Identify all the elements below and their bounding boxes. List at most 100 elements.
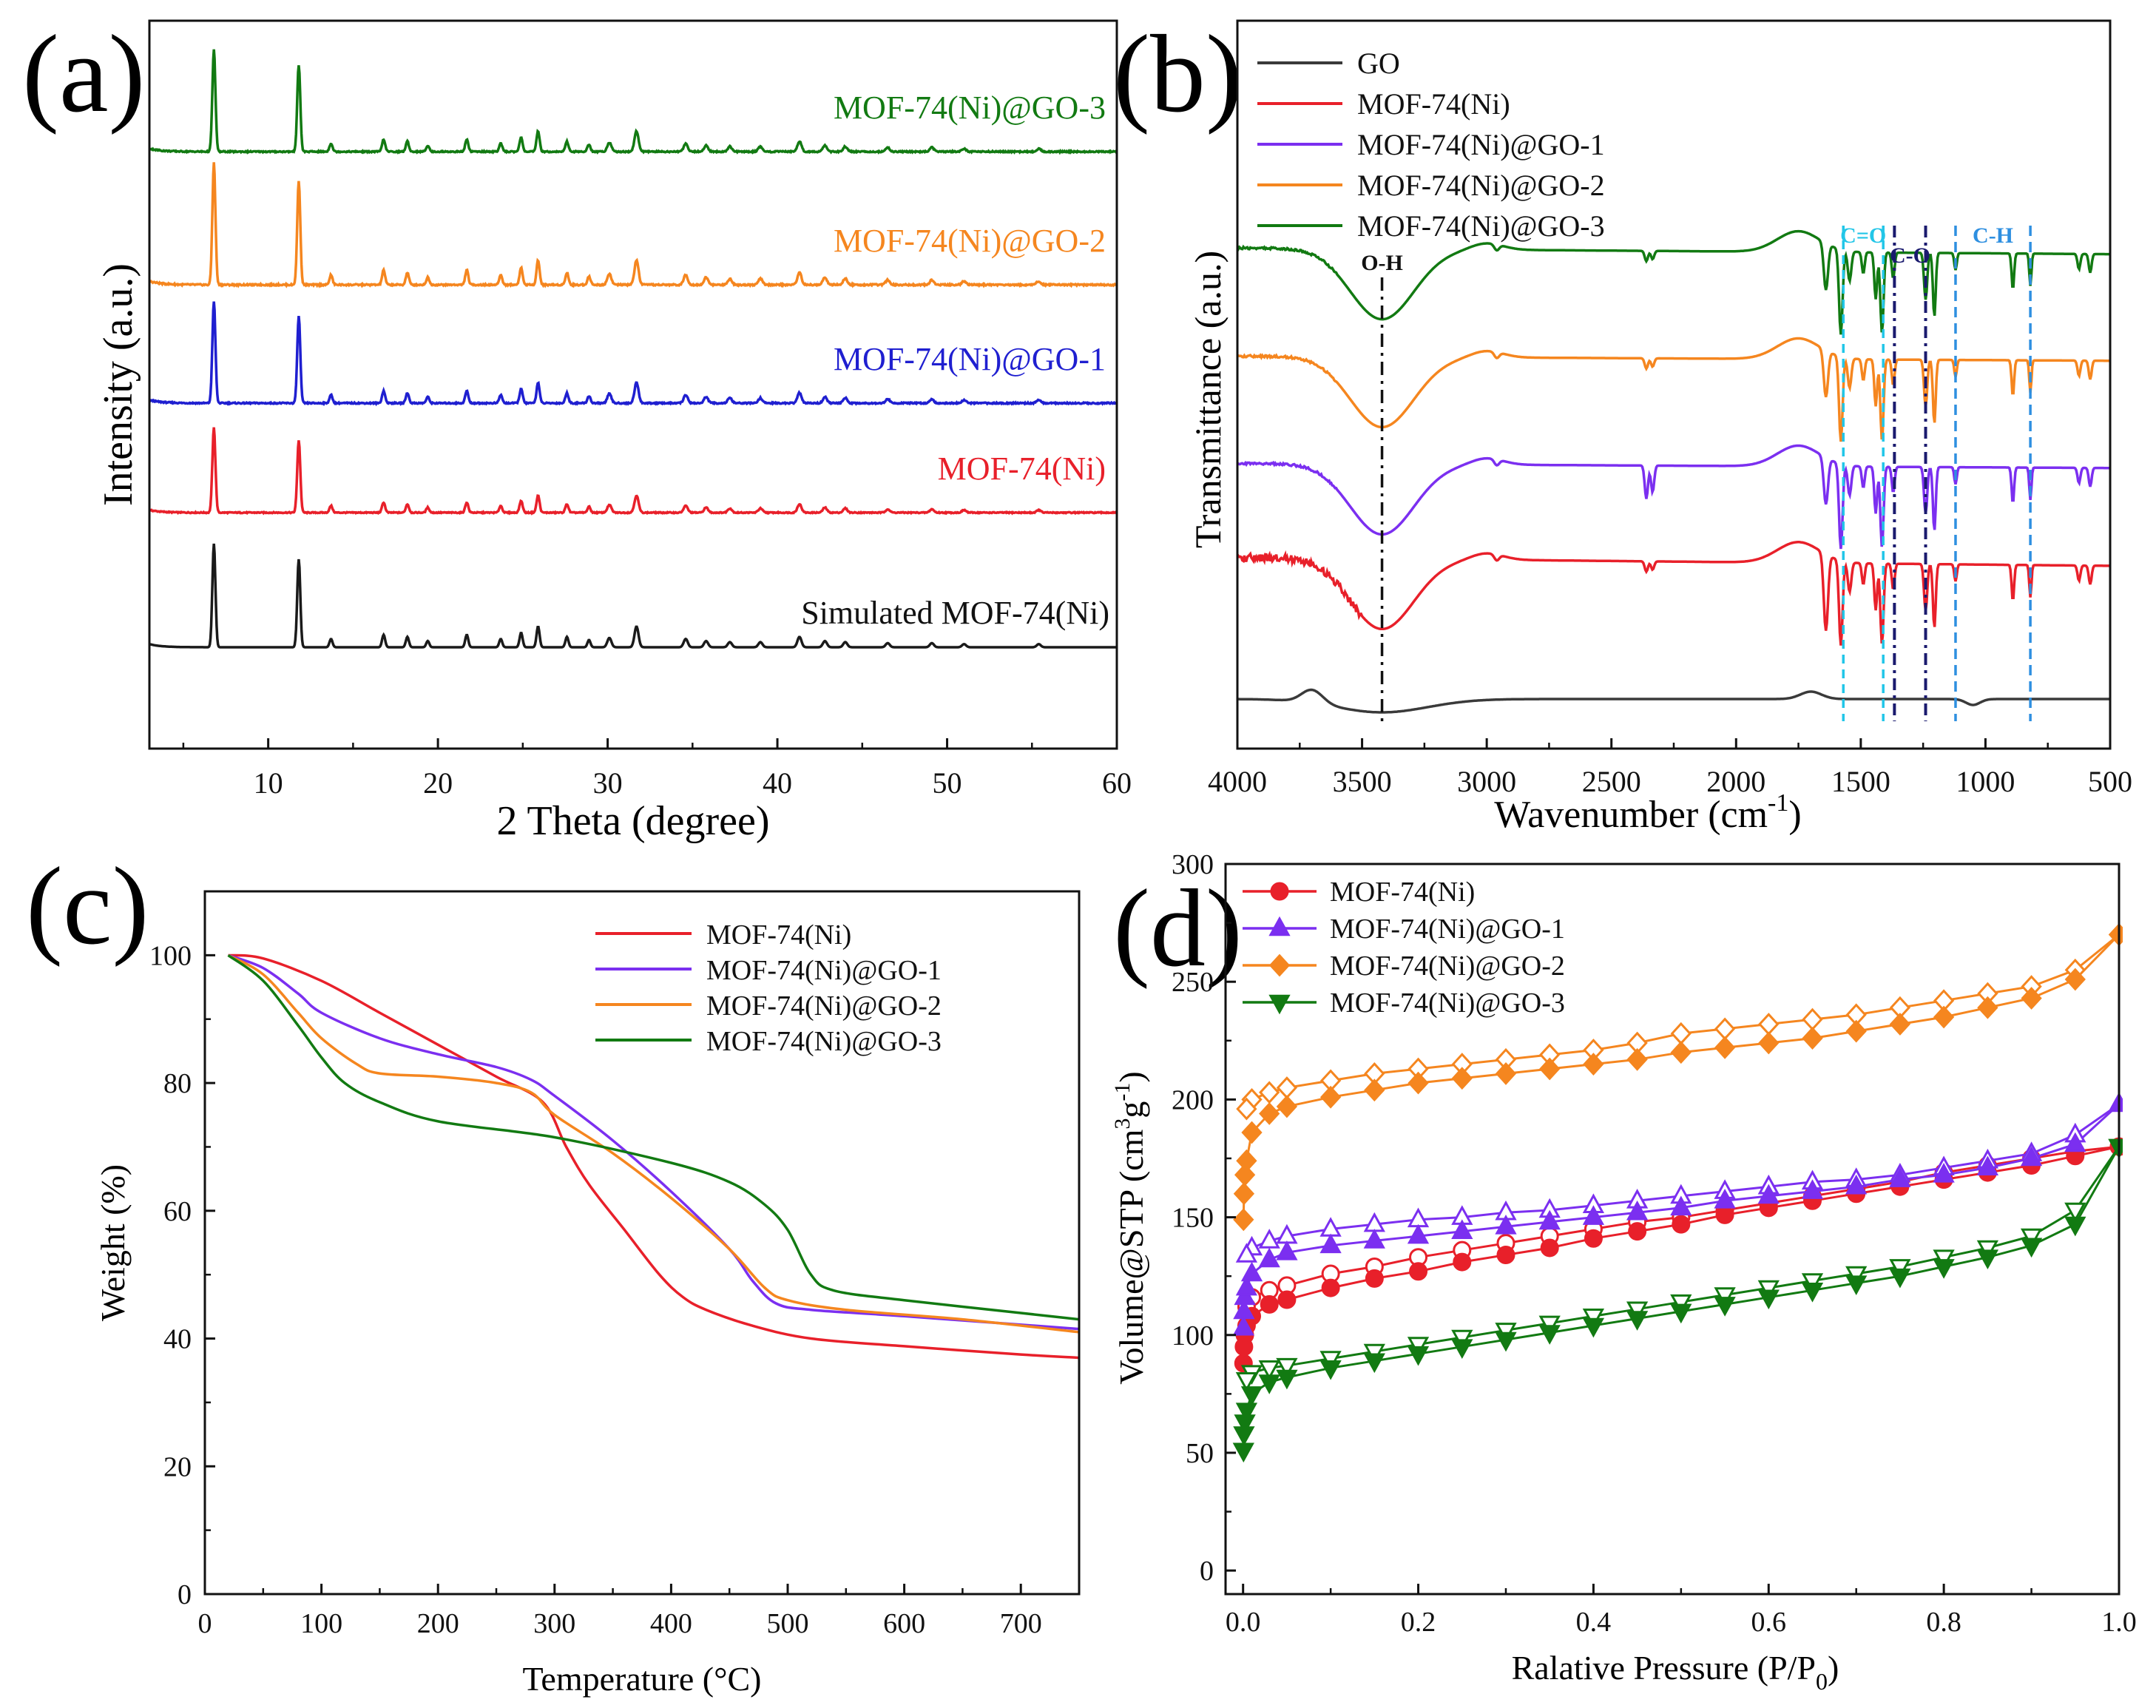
bet-desorption-point-mof-74-ni-go-3 <box>1363 1343 1385 1364</box>
panel-d: (d) MOF-74(Ni) MOF-74(Ni)@GO-1 MOF-74(Ni)@… <box>1110 849 2137 1695</box>
bet-desorption-point-mof-74-ni-go-2 <box>1802 1007 1823 1031</box>
bet-adsorption-point-mof-74-ni-go-3 <box>1451 1339 1473 1360</box>
xrd-label-mof-74-ni-go-1: MOF-74(Ni)@GO-1 <box>834 341 1106 377</box>
bet-legend-marker-mof-74-ni-go-3 <box>1268 994 1291 1015</box>
bet-adsorption-point-mof-74-ni-go-3 <box>1276 1369 1298 1390</box>
xrd-xtick-label-10: 10 <box>254 766 283 800</box>
bet-ytick-label-100: 100 <box>1172 1320 1214 1351</box>
bet-ytick-label-200: 200 <box>1172 1084 1214 1115</box>
ftir-oh-label: O-H <box>1361 251 1403 275</box>
bet-adsorption-point-mof-74-ni-go-2 <box>1714 1036 1736 1059</box>
bet-adsorption-point-mof-74-ni-go-3 <box>1582 1317 1605 1338</box>
bet-desorption-point-mof-74-ni-go-3 <box>1235 1372 1258 1392</box>
bet-adsorption-point-mof-74-ni-go-2 <box>1539 1057 1561 1081</box>
panel-d-ylabel-sup1: 3 <box>1110 1118 1135 1130</box>
bet-adsorption-point-mof-74-ni-go-1 <box>1235 1275 1258 1296</box>
xrd-label-simulated-mof-74-ni: Simulated MOF-74(Ni) <box>801 595 1109 631</box>
bet-adsorption-point-mof-74-ni-go-2 <box>1233 1208 1254 1232</box>
bet-adsorption-point-mof-74-ni-go-2 <box>1977 996 1998 1019</box>
bet-adsorption-point-mof-74-ni-go-2 <box>1451 1067 1473 1090</box>
bet-legend-label-mof-74-ni: MOF-74(Ni) <box>1330 877 1475 908</box>
bet-desorption-point-mof-74-ni-go-3 <box>1276 1357 1298 1378</box>
bet-desorption-point-mof-74-ni-go-3 <box>1757 1280 1780 1300</box>
xrd-label-mof-74-ni-go-2: MOF-74(Ni)@GO-2 <box>834 223 1106 259</box>
bet-xtick-label-3: 0.6 <box>1751 1607 1787 1638</box>
bet-adsorption-point-mof-74-ni-go-3 <box>1670 1303 1692 1324</box>
bet-adsorption-point-mof-74-ni-go-1 <box>1714 1188 1736 1209</box>
xrd-xtick-label-20: 20 <box>423 766 453 800</box>
bet-adsorption-point-mof-74-ni-go-1 <box>1801 1179 1824 1199</box>
panel-b-xlabel: Wavenumber (cm-1) <box>1494 789 1801 836</box>
panel-c-xlabel: Temperature (°C) <box>523 1660 762 1698</box>
bet-desorption-point-mof-74-ni-go-1 <box>1235 1243 1258 1263</box>
ftir-xtick-label-1500: 1500 <box>1831 765 1890 798</box>
ftir-xtick-label-3000: 3000 <box>1457 765 1516 798</box>
bet-adsorption-point-mof-74-ni-go-2 <box>1236 1149 1257 1172</box>
bet-adsorption-point-mof-74-ni <box>1672 1215 1691 1234</box>
xrd-xtick-label-60: 60 <box>1102 766 1132 800</box>
bet-ytick-label-250: 250 <box>1172 967 1214 998</box>
panel-b-ylabel: Transmittance (a.u.) <box>1187 251 1229 548</box>
bet-desorption-point-mof-74-ni-go-3 <box>1845 1266 1868 1286</box>
bet-adsorption-point-mof-74-ni-go-1 <box>1582 1205 1605 1225</box>
bet-adsorption-point-mof-74-ni-go-2 <box>1276 1095 1298 1118</box>
bet-adsorption-point-mof-74-ni-go-3 <box>1235 1402 1258 1423</box>
tga-ytick-label-80: 80 <box>163 1068 192 1099</box>
bet-adsorption-point-mof-74-ni-go-2 <box>1583 1053 1604 1076</box>
bet-adsorption-point-mof-74-ni-go-2 <box>1408 1071 1429 1095</box>
bet-desorption-point-mof-74-ni-go-1 <box>1407 1207 1430 1228</box>
panel-a-xlabel: 2 Theta (degree) <box>497 798 770 844</box>
bet-desorption-point-mof-74-ni-go-3 <box>1714 1287 1736 1307</box>
bet-adsorption-point-mof-74-ni <box>1409 1262 1428 1281</box>
bet-xtick-label-5: 1.0 <box>2101 1607 2137 1638</box>
bet-legend-label-mof-74-ni-go-1: MOF-74(Ni)@GO-1 <box>1330 914 1565 945</box>
bet-adsorption-point-mof-74-ni-go-2 <box>1889 1013 1911 1036</box>
bet-desorption-point-mof-74-ni-go-3 <box>1538 1315 1561 1336</box>
bet-adsorption-point-mof-74-ni <box>1321 1278 1340 1297</box>
tga-xtick-label-0: 0 <box>198 1608 212 1639</box>
panel-c-frame <box>203 890 1081 1596</box>
bet-adsorption-point-mof-74-ni-go-2 <box>1364 1079 1385 1102</box>
ftir-xtick-label-1000: 1000 <box>1956 765 2015 798</box>
bet-adsorption-point-mof-74-ni-go-2 <box>1670 1041 1692 1064</box>
ftir-curve-go <box>1237 688 2110 714</box>
bet-desorption-point-mof-74-ni-go-3 <box>2020 1228 2043 1249</box>
tga-curve-mof-74-ni-go-1 <box>227 953 1079 1331</box>
panel-b-xlabel-sup: -1 <box>1768 789 1788 817</box>
tga-xtick-label-600: 600 <box>883 1608 925 1639</box>
bet-legend-label-mof-74-ni-go-3: MOF-74(Ni)@GO-3 <box>1330 988 1565 1019</box>
bet-desorption-point-mof-74-ni-go-2 <box>1259 1081 1280 1104</box>
xrd-xtick-label-50: 50 <box>933 766 962 800</box>
bet-adsorption-point-mof-74-ni-go-1 <box>1258 1247 1280 1268</box>
bet-adsorption-point-mof-74-ni <box>1584 1229 1603 1248</box>
ftir-curve-mof-74-ni <box>1237 541 2110 646</box>
bet-desorption-point-mof-74-ni-go-3 <box>1582 1309 1605 1329</box>
tga-legend-label-mof-74-ni-go-1: MOF-74(Ni)@GO-1 <box>706 955 942 986</box>
bet-adsorption-point-mof-74-ni-go-1 <box>1240 1261 1263 1282</box>
panel-b: (b) O-H C=OC-O C-H GO MOF-74(Ni) MOF-74(Ni)@… <box>1113 13 2132 836</box>
bet-legend-label-mof-74-ni-go-2: MOF-74(Ni)@GO-2 <box>1330 951 1565 982</box>
panel-d-ylabel-main: Volume@STP (cm <box>1112 1129 1150 1384</box>
bet-xtick-label-4: 0.8 <box>1926 1607 1961 1638</box>
ftir-legend-label-go: GO <box>1357 47 1400 80</box>
panel-c-label: (c) <box>26 845 149 968</box>
bet-adsorption-point-mof-74-ni-go-2 <box>1319 1085 1342 1109</box>
panel-d-ylabel-end: ) <box>1112 1071 1150 1082</box>
bet-adsorption-point-mof-74-ni-go-3 <box>1889 1268 1911 1289</box>
ftir-legend-label-mof-74-ni-go-3: MOF-74(Ni)@GO-3 <box>1357 209 1605 243</box>
ftir-c-o-label: C=O <box>1840 223 1886 248</box>
bet-adsorption-point-mof-74-ni-go-2 <box>1495 1061 1517 1085</box>
bet-adsorption-point-mof-74-ni-go-3 <box>1933 1259 1955 1279</box>
bet-legend-marker-mof-74-ni-go-2 <box>1268 953 1291 977</box>
bet-xtick-label-2: 0.4 <box>1576 1607 1612 1638</box>
bet-desorption-point-mof-74-ni-go-2 <box>1758 1013 1780 1036</box>
bet-adsorption-point-mof-74-ni <box>1496 1246 1515 1265</box>
bet-adsorption-point-mof-74-ni <box>1365 1269 1384 1288</box>
bet-adsorption-point-mof-74-ni-go-2 <box>2021 987 2042 1010</box>
bet-adsorption-point-mof-74-ni-go-1 <box>1276 1240 1298 1260</box>
xrd-label-mof-74-ni: MOF-74(Ni) <box>938 450 1106 487</box>
bet-desorption-point-mof-74-ni-go-2 <box>1714 1017 1736 1041</box>
panel-a: (a) 10 20 30 40 50 60 Simulated MOF-74(Ni) MOF… <box>22 13 1132 844</box>
bet-desorption-point-mof-74-ni-go-3 <box>1258 1360 1280 1380</box>
